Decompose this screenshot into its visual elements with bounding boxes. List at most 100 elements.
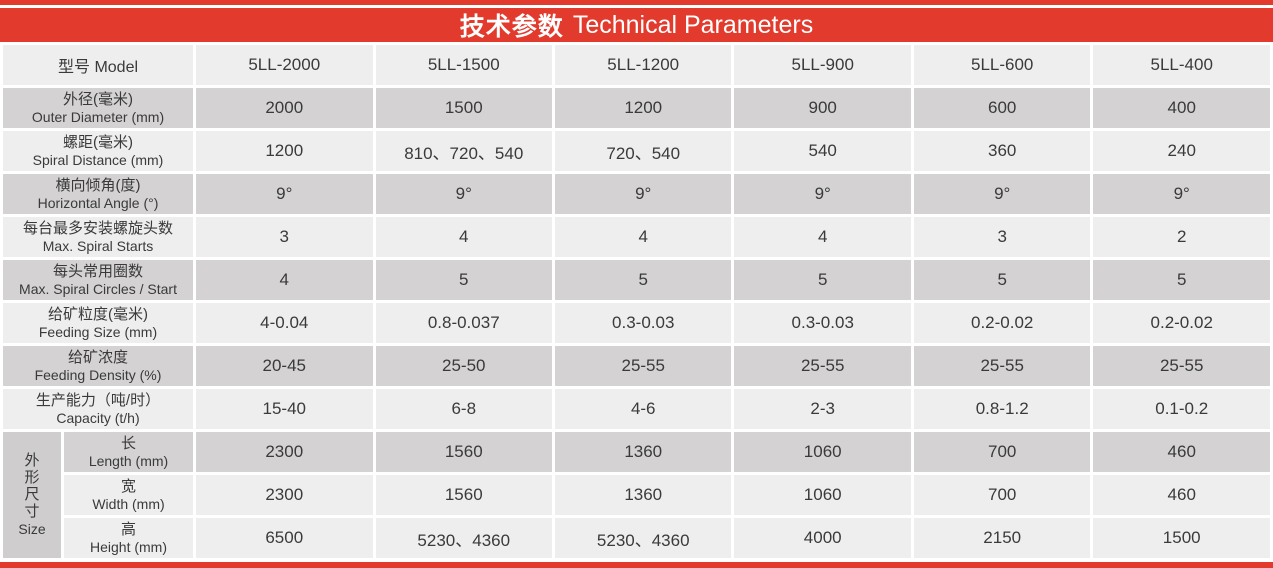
parameter-row: 给矿浓度 Feeding Density (%) 20-45 25-50 25-55 25… <box>3 346 1270 386</box>
row-label-en: Capacity (t/h) <box>56 409 140 426</box>
model-header-label-en: Model <box>94 59 139 76</box>
row-label-en: Feeding Density (%) <box>34 366 162 383</box>
value-cell: 5 <box>1093 260 1270 300</box>
size-value-cell: 1560 <box>375 475 552 515</box>
model-name-cell: 5LL-1500 <box>375 45 552 85</box>
value-cell: 0.2-0.02 <box>1093 303 1270 343</box>
row-label: 生产能力（吨/时） Capacity (t/h) <box>3 389 194 429</box>
model-header-row: 型号 Model 5LL-2000 5LL-1500 5LL-1200 5LL-900 5… <box>3 45 1270 85</box>
value-cell: 25-55 <box>1093 346 1270 386</box>
row-label-en: Max. Spiral Circles / Start <box>19 280 177 297</box>
value-cell: 6-8 <box>375 389 552 429</box>
size-row: 宽 Width (mm) 2300 1560 1360 1060 700 460 <box>3 475 1270 515</box>
value-cell: 600 <box>913 88 1091 128</box>
value-cell: 5 <box>734 260 911 300</box>
title-bar: 技术参数 Technical Parameters <box>0 8 1273 42</box>
value-cell: 2000 <box>196 88 373 128</box>
value-cell: 2-3 <box>734 389 911 429</box>
size-group-label: 外 形 尺 寸 Size <box>3 432 61 558</box>
value-cell: 1200 <box>196 131 373 171</box>
row-label-zh: 生产能力（吨/时） <box>35 391 161 409</box>
row-label-en: Max. Spiral Starts <box>42 237 154 254</box>
size-value-cell: 2150 <box>913 518 1091 558</box>
parameter-row: 螺距(毫米) Spiral Distance (mm) 1200 810、720、54… <box>3 131 1270 171</box>
bottom-red-strip <box>0 562 1273 568</box>
row-label: 螺距(毫米) Spiral Distance (mm) <box>3 131 194 171</box>
row-label: 每台最多安装螺旋头数 Max. Spiral Starts <box>3 217 194 257</box>
size-value-cell: 1500 <box>1093 518 1270 558</box>
value-cell: 9° <box>1093 174 1270 214</box>
row-label-en: Outer Diameter (mm) <box>31 108 165 125</box>
value-cell: 1500 <box>375 88 552 128</box>
model-name-cell: 5LL-2000 <box>196 45 373 85</box>
value-cell: 0.2-0.02 <box>913 303 1091 343</box>
page-title-chinese: 技术参数 <box>459 13 564 41</box>
value-cell: 900 <box>734 88 911 128</box>
row-label-zh: 每台最多安装螺旋头数 <box>23 219 174 237</box>
size-row-label-zh: 高 <box>121 520 137 538</box>
parameter-row: 给矿粒度(毫米) Feeding Size (mm) 4-0.04 0.8-0.037… <box>3 303 1270 343</box>
size-row-label-en: Length (mm) <box>88 452 169 469</box>
value-cell: 4 <box>196 260 373 300</box>
size-row-label-zh: 长 <box>121 434 137 452</box>
size-value-cell: 700 <box>913 475 1091 515</box>
row-label-zh: 每头常用圈数 <box>53 262 144 280</box>
parameters-table: 型号 Model 5LL-2000 5LL-1500 5LL-1200 5LL-900 5… <box>0 42 1273 561</box>
value-cell: 360 <box>913 131 1091 171</box>
size-row-label: 宽 Width (mm) <box>64 475 194 515</box>
model-header-label-zh: 型号 <box>57 59 90 76</box>
size-row: 高 Height (mm) 6500 5230、4360 5230、4360 4000 21… <box>3 518 1270 558</box>
row-label-zh: 横向倾角(度) <box>55 176 141 194</box>
size-value-cell: 700 <box>913 432 1091 472</box>
size-value-cell: 1060 <box>734 432 911 472</box>
value-cell: 4-0.04 <box>196 303 373 343</box>
value-cell: 25-55 <box>913 346 1091 386</box>
value-cell: 9° <box>734 174 911 214</box>
size-row-label: 高 Height (mm) <box>64 518 194 558</box>
value-cell: 25-50 <box>375 346 552 386</box>
size-row-label: 长 Length (mm) <box>64 432 194 472</box>
parameter-row: 生产能力（吨/时） Capacity (t/h) 15-40 6-8 4-6 2-3 0.8… <box>3 389 1270 429</box>
value-cell: 3 <box>913 217 1091 257</box>
row-label: 每头常用圈数 Max. Spiral Circles / Start <box>3 260 194 300</box>
row-label: 横向倾角(度) Horizontal Angle (°) <box>3 174 194 214</box>
row-label: 给矿粒度(毫米) Feeding Size (mm) <box>3 303 194 343</box>
model-header-label-text: 型号 Model <box>3 53 193 77</box>
model-name-cell: 5LL-400 <box>1093 45 1270 85</box>
value-cell: 240 <box>1093 131 1270 171</box>
parameter-row: 横向倾角(度) Horizontal Angle (°) 9° 9° 9° 9° 9° 9° <box>3 174 1270 214</box>
size-group-label-en: Size <box>18 521 46 537</box>
size-value-cell: 4000 <box>734 518 911 558</box>
size-value-cell: 6500 <box>196 518 373 558</box>
value-cell: 25-55 <box>734 346 911 386</box>
model-name-cell: 5LL-1200 <box>554 45 732 85</box>
value-cell: 810、720、540 <box>375 131 552 171</box>
value-cell: 9° <box>196 174 373 214</box>
parameter-row: 外径(毫米) Outer Diameter (mm) 2000 1500 1200 900… <box>3 88 1270 128</box>
model-name-cell: 5LL-600 <box>913 45 1091 85</box>
parameter-row: 每台最多安装螺旋头数 Max. Spiral Starts 3 4 4 4 3 2 <box>3 217 1270 257</box>
parameter-row: 每头常用圈数 Max. Spiral Circles / Start 4 5 5 5 5 5 <box>3 260 1270 300</box>
value-cell: 3 <box>196 217 373 257</box>
value-cell: 9° <box>375 174 552 214</box>
value-cell: 4 <box>554 217 732 257</box>
value-cell: 20-45 <box>196 346 373 386</box>
size-row-label-en: Width (mm) <box>92 495 165 512</box>
size-value-cell: 5230、4360 <box>375 518 552 558</box>
value-cell: 0.1-0.2 <box>1093 389 1270 429</box>
value-cell: 2 <box>1093 217 1270 257</box>
value-cell: 400 <box>1093 88 1270 128</box>
size-group-label-zh: 外 形 尺 寸 <box>24 452 40 520</box>
value-cell: 15-40 <box>196 389 373 429</box>
size-value-cell: 5230、4360 <box>554 518 732 558</box>
parameters-table-body: 型号 Model 5LL-2000 5LL-1500 5LL-1200 5LL-900 5… <box>3 45 1270 558</box>
size-value-cell: 1360 <box>554 432 732 472</box>
row-label-en: Horizontal Angle (°) <box>37 194 159 211</box>
top-red-strip <box>0 0 1273 5</box>
row-label-en: Feeding Size (mm) <box>38 323 158 340</box>
size-value-cell: 1560 <box>375 432 552 472</box>
value-cell: 5 <box>375 260 552 300</box>
value-cell: 0.3-0.03 <box>554 303 732 343</box>
size-row: 外 形 尺 寸 Size 长 Length (mm) 2300 1560 1360 1060 7… <box>3 432 1270 558</box>
